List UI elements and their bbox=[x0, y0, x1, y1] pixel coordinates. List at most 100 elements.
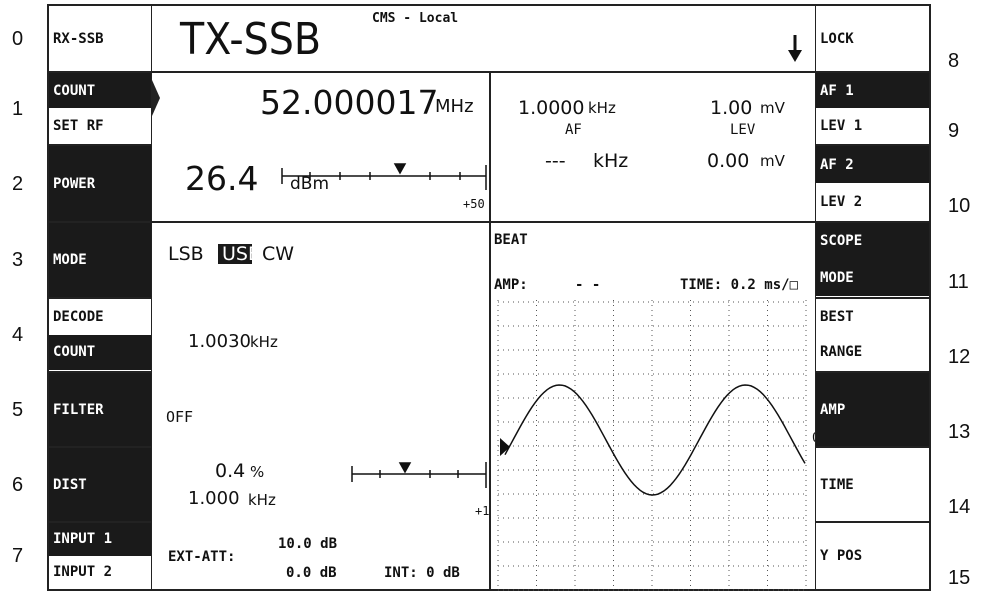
softkey[interactable]: LOCK bbox=[815, 5, 930, 72]
unit: kHz bbox=[593, 150, 629, 172]
softkey-label: COUNT bbox=[49, 73, 151, 108]
softkey-label: RX-SSB bbox=[53, 30, 104, 47]
row-number: 2 bbox=[12, 172, 24, 195]
softkey-label: LOCK bbox=[820, 30, 854, 47]
row-number: 0 bbox=[12, 27, 24, 50]
softkey-label: DIST bbox=[49, 448, 151, 521]
int-att: INT: 0 dB bbox=[384, 565, 460, 581]
ext-att: 0.0 dB bbox=[286, 565, 337, 581]
softkey[interactable]: TIME bbox=[815, 447, 930, 522]
softkey-label: MODE bbox=[816, 259, 929, 296]
row-number: 15 bbox=[948, 567, 971, 589]
dist: 0.4 bbox=[215, 460, 246, 482]
row-number: 10 bbox=[948, 194, 971, 217]
softkey-label: SET RF bbox=[53, 117, 104, 134]
softkey-label: AF 2 bbox=[816, 146, 929, 183]
softkey-label: POWER bbox=[49, 146, 151, 221]
label: LEV bbox=[730, 122, 756, 138]
softkey[interactable]: POWER bbox=[48, 145, 152, 222]
mode-title: TX-SSB bbox=[180, 14, 322, 65]
unit: kHz bbox=[588, 99, 616, 117]
softkey-label: INPUT 2 bbox=[53, 563, 113, 580]
scope-title: BEAT bbox=[494, 232, 528, 248]
decode: 1.0030 bbox=[188, 331, 251, 352]
softkey-label: INPUT 1 bbox=[49, 523, 151, 556]
softkey[interactable]: COUNT SET RF bbox=[48, 72, 152, 145]
af1: 1.0000 bbox=[518, 97, 585, 119]
af2: --- bbox=[545, 150, 566, 172]
row-number: 11 bbox=[948, 271, 969, 293]
softkey-label: FILTER bbox=[49, 373, 151, 446]
scope-trace bbox=[504, 384, 806, 496]
dist-frequency: 1.000 bbox=[188, 488, 240, 509]
softkey-label: LEV 2 bbox=[820, 193, 863, 210]
label: AMP: bbox=[494, 277, 528, 293]
unit: dBm bbox=[290, 174, 330, 194]
softkey[interactable]: INPUT 1 INPUT 2 bbox=[48, 522, 152, 590]
row-number: 12 bbox=[948, 346, 971, 368]
scope-grid bbox=[497, 300, 807, 591]
softkey-label: TIME bbox=[820, 476, 854, 493]
unit: mV bbox=[760, 152, 785, 170]
rf-frequency: 52.000017 bbox=[260, 83, 439, 122]
softkey-label: COUNT bbox=[49, 334, 151, 370]
softkey[interactable]: BEST RANGE bbox=[815, 298, 930, 372]
mode-option: USB bbox=[222, 243, 262, 265]
meter-label: +50 bbox=[463, 197, 485, 211]
softkey-label: RANGE bbox=[820, 344, 863, 361]
subtitle: CMS - Local bbox=[372, 11, 459, 26]
row-number: 9 bbox=[948, 119, 960, 142]
unit: kHz bbox=[250, 333, 278, 351]
lev2: 0.00 bbox=[707, 150, 750, 172]
row-number: 14 bbox=[948, 495, 971, 518]
softkey-label: AMP bbox=[816, 373, 929, 446]
row-number: 6 bbox=[12, 473, 24, 496]
softkey[interactable]: AF 2 LEV 2 bbox=[815, 145, 930, 222]
softkey[interactable]: MODE bbox=[48, 222, 152, 298]
softkey-label: Y POS bbox=[820, 548, 863, 564]
amp: - - bbox=[575, 277, 601, 293]
softkey-label: MODE bbox=[49, 223, 151, 297]
filter: OFF bbox=[166, 408, 194, 426]
softkey[interactable]: RX-SSB bbox=[48, 5, 152, 72]
softkey[interactable]: AMP bbox=[815, 372, 930, 447]
softkey-label: LEV 1 bbox=[820, 117, 863, 134]
rf-meter bbox=[281, 163, 487, 190]
label: EXT-ATT: bbox=[168, 549, 236, 565]
scope-marker bbox=[500, 438, 510, 456]
time: TIME: 0.2 ms/□ bbox=[680, 277, 799, 293]
row-number: 1 bbox=[12, 97, 24, 120]
mode-option: CW bbox=[262, 243, 295, 265]
softkey-label: BEST bbox=[820, 308, 854, 325]
row-number: 5 bbox=[12, 398, 24, 421]
arrow-down bbox=[788, 35, 802, 62]
row-number: 3 bbox=[12, 249, 24, 271]
softkey[interactable]: DECODE COUNT bbox=[48, 298, 152, 372]
rf-power: 26.4 bbox=[185, 159, 259, 198]
unit: mV bbox=[760, 99, 785, 117]
softkey-label: SCOPE bbox=[816, 223, 929, 260]
unit: MHz bbox=[435, 96, 474, 117]
softkey[interactable]: DIST bbox=[48, 447, 152, 522]
label: AF bbox=[565, 122, 582, 138]
softkey[interactable]: SCOPE MODE bbox=[815, 222, 930, 298]
row-number: 8 bbox=[948, 49, 960, 72]
softkey[interactable]: Y POS bbox=[815, 522, 930, 590]
row-number: 7 bbox=[12, 545, 24, 567]
softkey-label: DECODE bbox=[53, 308, 104, 325]
lev1: 1.00 bbox=[710, 97, 753, 119]
pointer bbox=[152, 80, 160, 116]
softkey[interactable]: FILTER bbox=[48, 372, 152, 447]
dist-meter bbox=[351, 462, 487, 488]
mode-highlight bbox=[218, 244, 252, 264]
meter-label: +1 bbox=[475, 504, 490, 518]
mode-option: LSB bbox=[168, 243, 204, 265]
softkey-label: AF 1 bbox=[816, 73, 929, 108]
unit: % bbox=[250, 463, 265, 481]
softkey[interactable]: AF 1 LEV 1 bbox=[815, 72, 930, 145]
ext-att: 10.0 dB bbox=[278, 536, 338, 552]
row-number: 13 bbox=[948, 420, 971, 443]
row-number: 4 bbox=[12, 324, 24, 346]
